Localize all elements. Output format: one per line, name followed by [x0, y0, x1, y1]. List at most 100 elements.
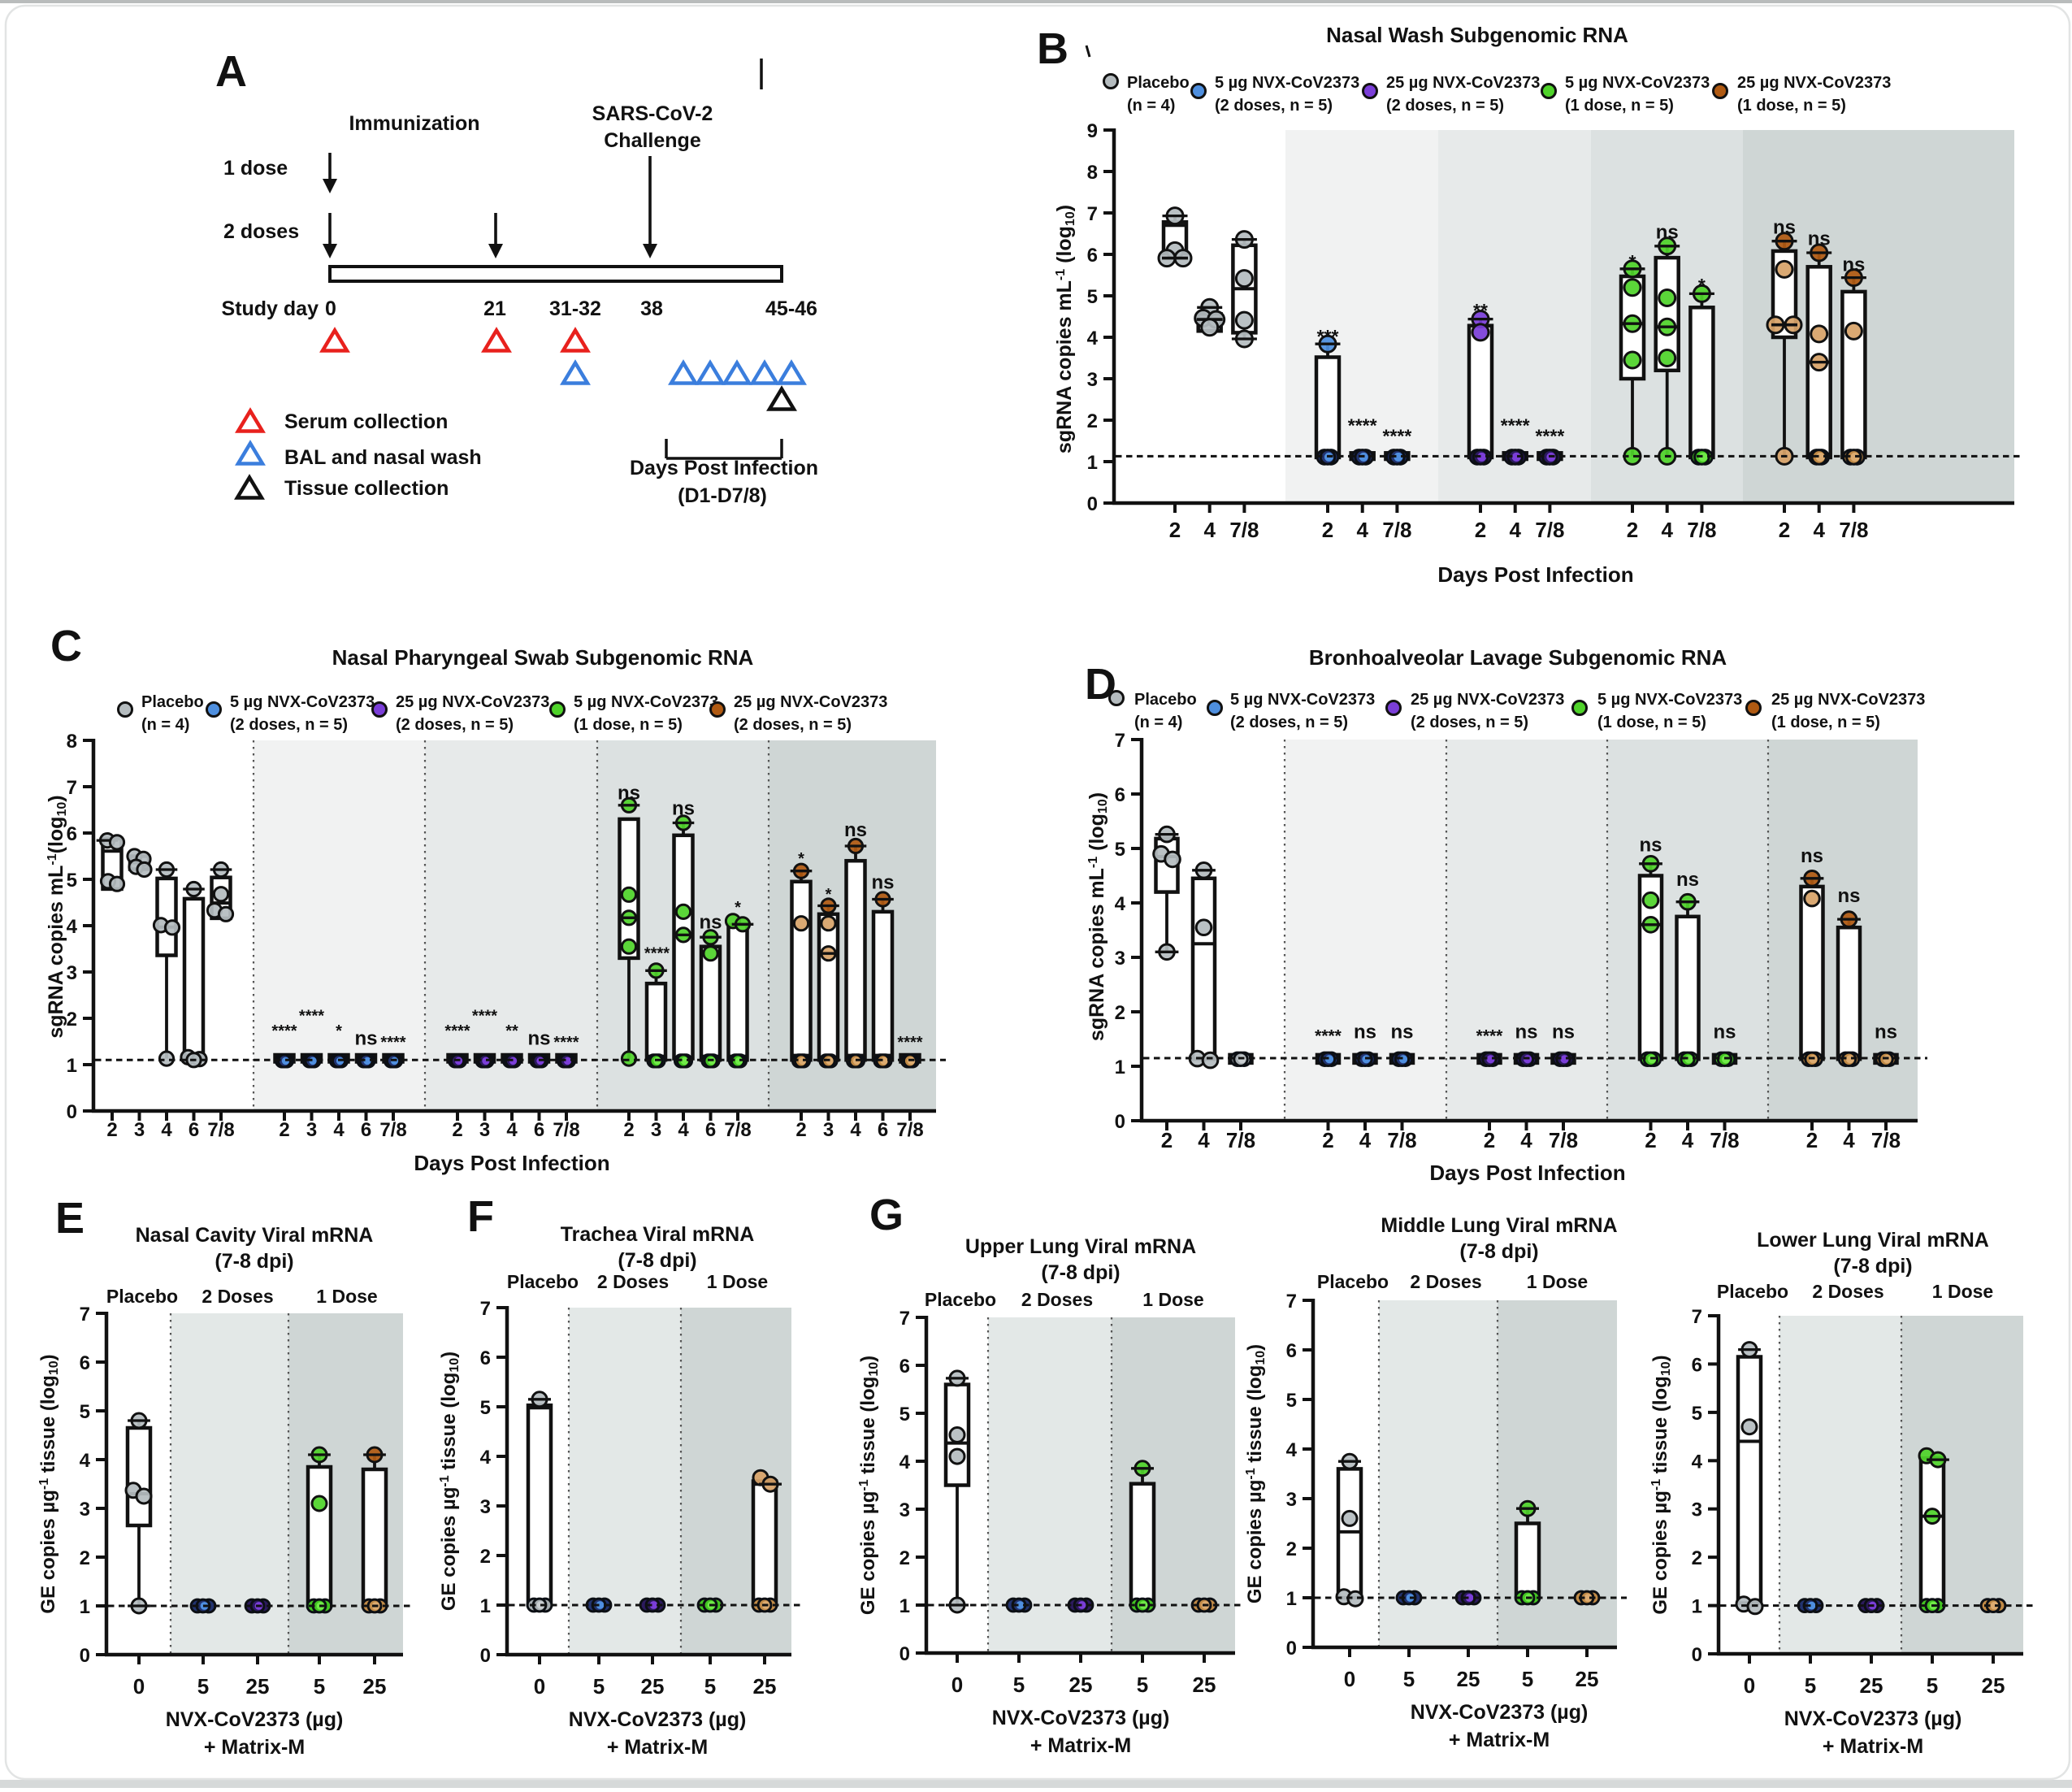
svg-text:5 µg NVX-CoV2373: 5 µg NVX-CoV2373: [574, 693, 718, 711]
svg-text:0: 0: [534, 1674, 545, 1699]
svg-text:5: 5: [593, 1674, 605, 1699]
svg-text:Bronhoalveolar Lavage Subgenom: Bronhoalveolar Lavage Subgenomic RNA: [1309, 645, 1727, 670]
svg-text:25: 25: [1069, 1673, 1093, 1697]
svg-text:***: ***: [1317, 326, 1339, 347]
svg-text:6: 6: [1115, 784, 1125, 806]
svg-text:6: 6: [361, 1119, 371, 1141]
svg-text:****: ****: [553, 1034, 579, 1052]
svg-text:Placebo: Placebo: [925, 1289, 996, 1310]
svg-text:+ Matrix-M: + Matrix-M: [204, 1736, 305, 1759]
svg-text:25: 25: [753, 1674, 777, 1699]
svg-text:4: 4: [678, 1119, 689, 1141]
svg-text:6: 6: [67, 823, 77, 845]
svg-text:5: 5: [80, 1401, 90, 1423]
svg-text:6: 6: [705, 1119, 716, 1141]
svg-text:****: ****: [444, 1022, 470, 1040]
svg-text:2: 2: [480, 1546, 491, 1568]
svg-text:1: 1: [1286, 1588, 1297, 1610]
svg-text:25: 25: [1457, 1667, 1480, 1691]
svg-text:25 µg NVX-CoV2373: 25 µg NVX-CoV2373: [1411, 691, 1564, 709]
svg-text:6: 6: [878, 1119, 888, 1141]
svg-text:****: ****: [299, 1008, 324, 1026]
svg-text:Days Post Infection: Days Post Infection: [1429, 1161, 1625, 1185]
svg-text:2: 2: [80, 1547, 90, 1569]
svg-text:(2 doses, n = 5): (2 doses, n = 5): [396, 716, 514, 734]
svg-text:1 Dose: 1 Dose: [1932, 1281, 1993, 1302]
svg-text:GE copies µg-1​ tissue (log10​: GE copies µg-1​ tissue (log10​): [857, 1356, 881, 1615]
svg-text:3: 3: [1286, 1489, 1297, 1511]
svg-text:ns: ns: [1875, 1022, 1897, 1044]
svg-text:Placebo: Placebo: [1127, 74, 1190, 92]
svg-text:0: 0: [480, 1645, 491, 1667]
svg-text:4: 4: [1843, 1128, 1855, 1152]
svg-text:(7-8 dpi): (7-8 dpi): [1833, 1255, 1912, 1278]
svg-text:ns: ns: [1773, 216, 1796, 238]
svg-text:(2 doses, n = 5): (2 doses, n = 5): [734, 716, 852, 734]
svg-text:25: 25: [641, 1674, 665, 1699]
svg-text:(2 doses, n = 5): (2 doses, n = 5): [1230, 714, 1348, 731]
svg-text:ns: ns: [1842, 254, 1865, 276]
svg-text:5: 5: [67, 870, 77, 892]
svg-text:Lower Lung Viral mRNA: Lower Lung Viral mRNA: [1757, 1229, 1989, 1252]
svg-text:3: 3: [1692, 1499, 1702, 1521]
svg-text:3: 3: [80, 1499, 90, 1521]
svg-text:*: *: [336, 1022, 342, 1040]
svg-text:3: 3: [134, 1119, 145, 1141]
svg-text:1: 1: [899, 1595, 910, 1617]
svg-text:7/8: 7/8: [1382, 518, 1411, 542]
svg-text:ns: ns: [699, 912, 722, 934]
svg-text:25: 25: [1860, 1673, 1883, 1698]
svg-text:3: 3: [67, 962, 77, 984]
svg-text:G: G: [869, 1191, 904, 1239]
svg-text:8: 8: [1087, 162, 1098, 184]
svg-text:6: 6: [480, 1347, 491, 1369]
svg-text:2: 2: [1169, 518, 1181, 542]
svg-text:ns: ns: [1552, 1022, 1575, 1044]
svg-text:1 Dose: 1 Dose: [1142, 1289, 1203, 1310]
svg-text:Days Post Infection: Days Post Infection: [1437, 562, 1633, 587]
svg-text:(7-8 dpi): (7-8 dpi): [215, 1250, 293, 1273]
svg-text:4: 4: [506, 1119, 518, 1141]
svg-text:2: 2: [106, 1119, 117, 1141]
svg-text:Middle Lung Viral mRNA: Middle Lung Viral mRNA: [1381, 1214, 1617, 1237]
svg-text:1: 1: [1692, 1596, 1702, 1618]
svg-text:GE copies µg-1​ tissue (log10​: GE copies µg-1​ tissue (log10​): [438, 1352, 462, 1611]
svg-text:(1 dose, n = 5): (1 dose, n = 5): [1771, 714, 1880, 731]
svg-text:7/8: 7/8: [1226, 1128, 1255, 1152]
svg-text:4: 4: [1682, 1128, 1694, 1152]
svg-text:6: 6: [534, 1119, 544, 1141]
svg-text:25 µg NVX-CoV2373: 25 µg NVX-CoV2373: [1737, 74, 1891, 92]
svg-text:25: 25: [1576, 1667, 1599, 1691]
svg-text:ns: ns: [1713, 1022, 1736, 1044]
svg-text:1: 1: [480, 1595, 491, 1617]
svg-text:Immunization: Immunization: [349, 112, 479, 135]
svg-text:GE copies µg-1​ tissue (log10​: GE copies µg-1​ tissue (log10​): [37, 1354, 61, 1613]
svg-text:1 Dose: 1 Dose: [1527, 1271, 1588, 1292]
svg-text:ns: ns: [844, 819, 867, 841]
svg-text:4: 4: [1286, 1439, 1298, 1461]
svg-text:ns: ns: [1808, 228, 1831, 250]
svg-text:NVX-CoV2373 (µg): NVX-CoV2373 (µg): [1411, 1701, 1589, 1724]
svg-text:4: 4: [1359, 1128, 1372, 1152]
svg-text:3: 3: [899, 1499, 910, 1521]
svg-text:(1 dose, n = 5): (1 dose, n = 5): [1737, 97, 1846, 115]
svg-text:2 Doses: 2 Doses: [1021, 1289, 1093, 1310]
svg-text:7: 7: [1087, 203, 1098, 225]
svg-text:0: 0: [67, 1101, 77, 1123]
svg-text:5: 5: [899, 1404, 910, 1425]
svg-text:4: 4: [67, 916, 78, 938]
svg-text:1 Dose: 1 Dose: [707, 1271, 768, 1292]
svg-text:Trachea Viral mRNA: Trachea Viral mRNA: [561, 1223, 755, 1246]
svg-text:0: 0: [1286, 1638, 1297, 1660]
svg-text:4: 4: [899, 1451, 911, 1473]
svg-text:Placebo: Placebo: [1134, 691, 1197, 709]
svg-text:0: 0: [133, 1674, 145, 1699]
svg-text:7/8: 7/8: [1871, 1128, 1901, 1152]
svg-text:6: 6: [189, 1119, 199, 1141]
svg-text:0: 0: [1692, 1644, 1702, 1666]
svg-text:2: 2: [1806, 1128, 1818, 1152]
svg-text:7/8: 7/8: [896, 1119, 923, 1141]
svg-text:Nasal Cavity Viral mRNA: Nasal Cavity Viral mRNA: [136, 1224, 374, 1247]
svg-text:(D1-D7/8): (D1-D7/8): [678, 484, 767, 507]
svg-text:5: 5: [1137, 1673, 1148, 1697]
